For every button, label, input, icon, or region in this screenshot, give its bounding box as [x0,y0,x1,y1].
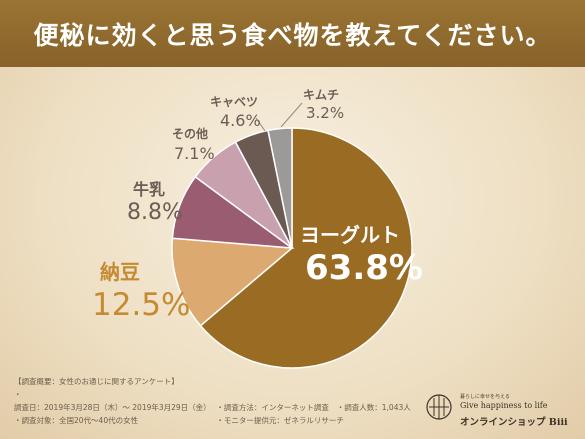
leader-line-kimchi [280,102,303,128]
survey-target: 調査対象：全国20代〜40代の女性 [21,416,139,425]
slice-value-kimchi: 3.2% [306,104,345,122]
title-banner: 便秘に効くと思う食べ物を教えてください。 [0,0,585,67]
pie-slices [171,127,413,369]
pie-chart [171,102,413,369]
slice-label-other: その他 [172,127,209,141]
pie-slice-natto [171,237,294,327]
brand-shop-name: オンラインショップ Biii [460,417,568,428]
page-title: 便秘に効くと思う食べ物を教えてください。 [33,20,552,50]
brand-tagline-jp: 暮らしに幸せを与える [460,394,510,400]
slice-value-other: 7.1% [174,144,215,163]
slice-label-cabbage: キャベツ [210,95,259,109]
slice-value-yogurt: 63.8% [305,248,423,288]
slice-label-yogurt: ヨーグルト [300,223,400,247]
slice-label-milk: 牛乳 [133,180,166,199]
survey-heading: 【調査概要：女性のお通じに関するアンケート】 [14,377,179,386]
slice-label-kimchi: キムチ [303,88,340,102]
brand-logo-icon [426,394,452,420]
slice-label-natto: 納豆 [100,260,140,284]
slice-value-milk: 8.8% [127,200,183,225]
survey-details: 【調査概要：女性のお通じに関するアンケート】 ・調査日：2019年3月28日（木… [14,377,411,425]
brand-tagline: Give happiness to life [460,401,548,410]
brand-block: 暮らしに幸せを与える Give happiness to life オンラインシ… [426,392,576,432]
survey-method: 調査方法：インターネット調査 [223,403,329,412]
slice-value-natto: 12.5% [92,287,191,323]
pie-slice-kimchi [267,127,293,249]
leader-line-cabbage [255,117,266,132]
pie-slice-yogurt [199,127,413,369]
survey-provider: モニター提供元：ゼネラルリサーチ [223,416,344,425]
slice-value-cabbage: 4.6% [220,111,261,130]
survey-respondents: 調査人数：1,043人 [344,403,411,412]
survey-period: 調査日：2019年3月28日（木）〜 2019年3月29日（金） [14,403,211,412]
